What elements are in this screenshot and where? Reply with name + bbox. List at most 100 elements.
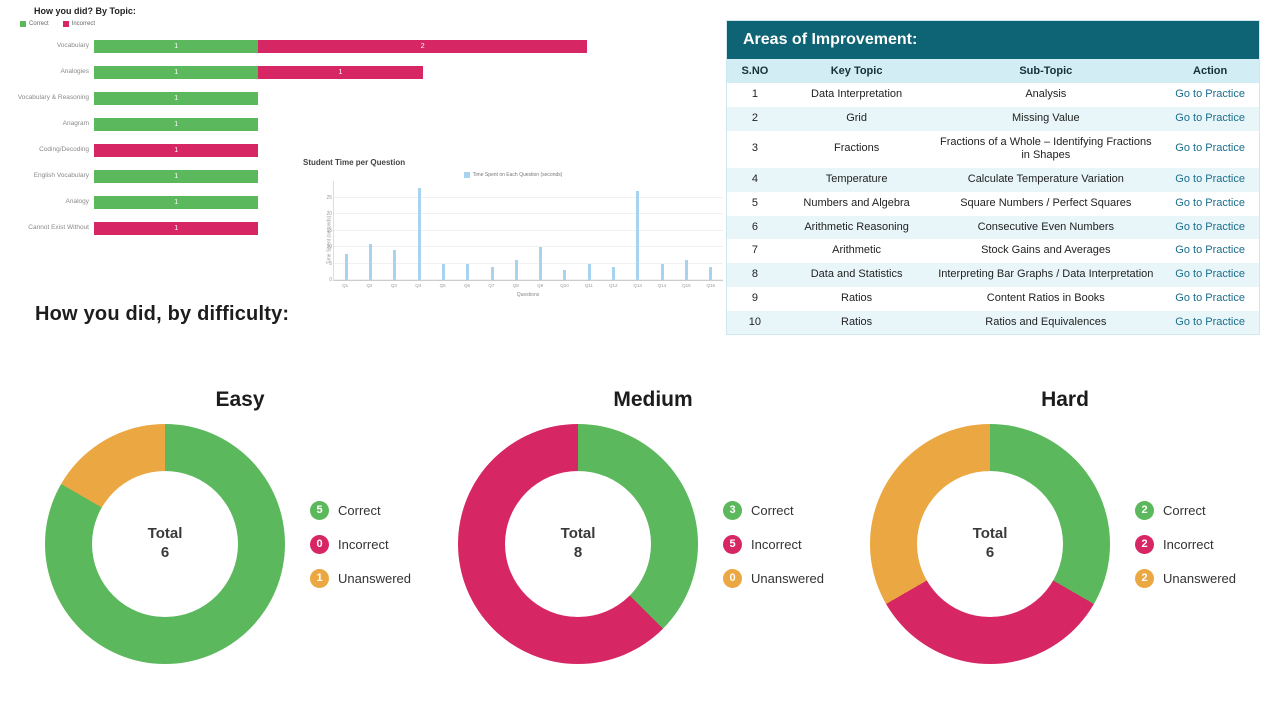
go-to-practice-link[interactable]: Go to Practice [1175, 315, 1245, 328]
cell-sub-topic: Interpreting Bar Graphs / Data Interpret… [930, 263, 1162, 287]
bar-segment-incorrect: 1 [94, 221, 259, 235]
time-chart-title: Student Time per Question [303, 158, 406, 167]
cell-action: Go to Practice [1161, 191, 1259, 216]
topic-label: Anagram [62, 120, 89, 128]
bar-segment-incorrect: 1 [94, 143, 259, 157]
time-bar-slot [553, 181, 577, 280]
x-tick-label: Q13 [633, 283, 642, 288]
go-to-practice-link[interactable]: Go to Practice [1175, 291, 1245, 304]
bar-segment-correct: 1 [94, 169, 259, 183]
difficulty-chart-hard: Hard Total 6 2 Correct 2 Incorrect 2 Unanswered [870, 388, 1260, 664]
time-bar-slot [601, 181, 625, 280]
topic-label: Analogies [60, 68, 89, 76]
gridline [334, 196, 723, 198]
x-tick-label: Q7 [488, 283, 495, 288]
donut-legend-item-correct: 5 Correct [310, 500, 411, 520]
go-to-practice-link[interactable]: Go to Practice [1175, 142, 1245, 155]
topic-bar-chart: How you did? By Topic: Correct Incorrect … [12, 6, 587, 241]
cell-sno: 1 [727, 83, 783, 107]
count-badge: 3 [723, 500, 742, 520]
bar-segment-incorrect: 1 [258, 65, 423, 79]
cell-sub-topic: Ratios and Equivalences [930, 310, 1162, 335]
time-bar-slot [650, 181, 674, 280]
gridline [334, 279, 723, 280]
time-chart-legend[interactable]: Time Spent on Each Question (seconds) [303, 172, 723, 178]
legend-label: Incorrect [1163, 536, 1214, 552]
areas-of-improvement-title: Areas of Improvement: [727, 21, 1259, 59]
cell-action: Go to Practice [1161, 239, 1259, 263]
bar-segment-correct: 1 [94, 195, 259, 209]
donut-total-label: Total [147, 525, 183, 543]
time-bar [393, 250, 397, 280]
legend-item-correct[interactable]: Correct [20, 21, 49, 27]
donut-chart: Total 8 [458, 424, 698, 664]
time-bar-slot [480, 181, 504, 280]
topic-label: English Vocabulary [33, 172, 89, 180]
time-plot-area: Time Spent (seconds) 0 5 10 15 20 25 Q1 Q2 Q3 Q4… [326, 181, 723, 298]
table-row: 9 Ratios Content Ratios in Books Go to Prac… [727, 286, 1259, 311]
table-row: 2 Grid Missing Value Go to Practice [727, 106, 1259, 131]
donut-legend: 3 Correct 5 Incorrect 0 Unanswered [723, 500, 824, 588]
cell-sub-topic: Analysis [930, 83, 1162, 107]
cell-key-topic: Numbers and Algebra [782, 191, 931, 216]
time-bar-slot [334, 181, 358, 280]
bar-segment-correct: 1 [94, 39, 259, 53]
cell-key-topic: Arithmetic Reasoning [782, 215, 931, 240]
legend-item-incorrect[interactable]: Incorrect [62, 21, 95, 27]
legend-label: Correct [29, 21, 49, 27]
topic-row: Anagram 1 [12, 111, 587, 137]
time-y-axis-label: Time Spent (seconds) [326, 215, 333, 264]
time-bar-slot [699, 181, 723, 280]
topic-label: Cannot Exist Without [28, 224, 89, 232]
x-tick-label: Q1 [342, 283, 349, 288]
legend-label: Correct [1163, 502, 1206, 518]
cell-key-topic: Fractions [782, 130, 931, 168]
cell-sub-topic: Calculate Temperature Variation [930, 168, 1162, 192]
difficulty-section-title: How you did, by difficulty: [35, 303, 290, 325]
topic-chart-rows: Vocabulary 1 2 Analogies 1 1 Vocabulary & Reas… [12, 33, 587, 241]
time-bar [612, 266, 616, 280]
go-to-practice-link[interactable]: Go to Practice [1175, 268, 1245, 280]
topic-row: Analogies 1 1 [12, 59, 587, 85]
time-bar-slot [674, 181, 698, 280]
gridline [334, 246, 723, 248]
topic-row: Cannot Exist Without 1 [12, 215, 587, 241]
donut-total-label: Total [972, 525, 1008, 543]
donut-legend-item-incorrect: 0 Incorrect [310, 534, 411, 554]
donut-center: Total 6 [917, 471, 1063, 617]
x-tick-label: Q11 [584, 283, 594, 288]
time-bar [368, 243, 372, 280]
go-to-practice-link[interactable]: Go to Practice [1175, 173, 1245, 185]
time-bar [466, 263, 470, 280]
cell-sub-topic: Square Numbers / Perfect Squares [930, 191, 1162, 216]
donut-legend-item-correct: 3 Correct [723, 500, 824, 520]
legend-label: Unanswered [338, 570, 411, 586]
go-to-practice-link[interactable]: Go to Practice [1175, 111, 1245, 124]
count-badge: 2 [1135, 500, 1154, 520]
cell-key-topic: Data and Statistics [782, 263, 931, 287]
x-tick-label: Q3 [390, 283, 397, 288]
cell-sno: 10 [727, 310, 783, 335]
y-tick-label: 5 [329, 260, 332, 267]
cell-sub-topic: Content Ratios in Books [930, 286, 1162, 311]
legend-swatch [62, 21, 69, 27]
legend-label: Unanswered [1163, 570, 1236, 586]
cell-sub-topic: Missing Value [930, 106, 1162, 131]
topic-chart-legend: Correct Incorrect [20, 21, 587, 27]
go-to-practice-link[interactable]: Go to Practice [1175, 220, 1245, 233]
time-bar [441, 263, 445, 280]
cell-sno: 6 [727, 215, 783, 240]
topic-bar-track: 1 [94, 195, 587, 209]
x-tick-label: Q5 [439, 283, 446, 288]
go-to-practice-link[interactable]: Go to Practice [1175, 196, 1245, 209]
go-to-practice-link[interactable]: Go to Practice [1175, 244, 1245, 257]
x-tick-label: Q6 [464, 283, 471, 288]
cell-sno: 9 [727, 286, 783, 311]
time-bar-slot [626, 181, 650, 280]
time-x-axis-label: Questions [516, 292, 540, 298]
donut-title: Easy [215, 388, 265, 411]
time-bar-slot [431, 181, 455, 280]
go-to-practice-link[interactable]: Go to Practice [1175, 88, 1245, 100]
topic-row: Vocabulary & Reasoning 1 [12, 85, 587, 111]
